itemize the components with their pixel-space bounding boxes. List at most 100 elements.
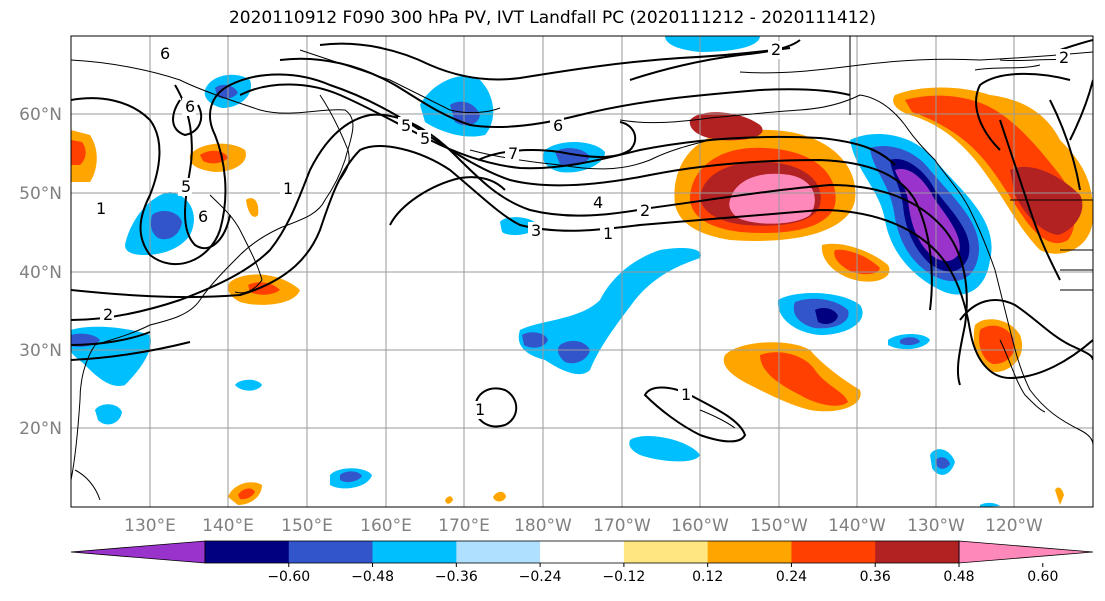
colorbar-extend-high (958, 540, 1094, 564)
lon-label: 180°W (514, 516, 572, 536)
boundary-us-states (1060, 249, 1093, 291)
colorbar-tick-label: −0.48 (351, 569, 394, 585)
coastline-baja (999, 339, 1046, 413)
negative-anomaly-coast-core (895, 169, 960, 262)
contour-label-bg (100, 306, 114, 324)
contour-label-4: 6 (198, 207, 208, 226)
positive-anomaly-west-edge-inner (71, 140, 86, 165)
colorbar-bin (540, 541, 625, 563)
pv-contour-15 (71, 341, 191, 361)
contour-label-bg (182, 98, 196, 116)
lon-label: 150°W (750, 516, 808, 536)
contour-label-9: 5 (420, 129, 430, 148)
pv-contours (71, 39, 1093, 443)
positive-anomaly-north (689, 112, 763, 141)
negative-anomaly-band-west (522, 332, 548, 348)
contour-label-bg (472, 401, 486, 419)
positive-anomaly-small-5 (246, 198, 259, 217)
contour-label-bg (178, 178, 192, 196)
contour-label-bg (600, 225, 614, 243)
pv-contour-7 (319, 42, 791, 81)
contour-label-bg (195, 208, 209, 226)
negative-anomaly-small-8 (980, 502, 1000, 507)
map-frame (70, 35, 1094, 508)
pv-contour-3 (71, 73, 933, 311)
negative-anomaly-band-inner (557, 340, 590, 364)
contour-label-3: 5 (181, 177, 191, 196)
coastline-philippines (74, 469, 101, 501)
negative-anomaly-small-5-inner (900, 337, 920, 346)
longitude-labels: 130°E 140°E 150°E 160°E 170°E 180°W 170°… (124, 516, 1043, 536)
contour-label-bg (637, 202, 651, 220)
coastline-alaska (619, 94, 936, 161)
pv-contour-21 (172, 99, 203, 137)
pv-contour-5 (239, 83, 896, 170)
negative-anomaly-subtropical-core (815, 308, 838, 324)
contour-label-bg (590, 194, 604, 212)
pv-contour-13 (1069, 79, 1093, 141)
positive-anomaly-central-max (729, 173, 815, 224)
contour-label-19: 1 (681, 385, 691, 404)
positive-anomaly-small-3 (445, 496, 453, 504)
positive-anomaly-socal-inner (979, 325, 1015, 365)
contour-label-15: 3 (531, 221, 541, 240)
contour-label-bg (280, 180, 294, 198)
positive-anomaly-small-2 (493, 491, 506, 502)
coastlines (71, 36, 1093, 501)
map-title: 2020110912 F090 300 hPa PV, IVT Landfall… (228, 8, 876, 28)
pv-contour-16 (389, 176, 506, 226)
colorbar-tick-label: 0.48 (943, 569, 974, 585)
contour-label-bg (417, 130, 431, 148)
colorbar-tick-label: 0.12 (692, 569, 723, 585)
positive-anomaly-kuroshio-inner (248, 282, 280, 295)
colorbar-bin (875, 541, 960, 563)
lat-label: 30°N (19, 341, 62, 361)
negative-anomaly-small-3-inner (340, 471, 362, 483)
lon-label: 120°W (985, 516, 1043, 536)
pv-contour-4 (174, 84, 231, 250)
contour-label-7: 2 (103, 305, 113, 324)
colorbar-tick-label: 0.36 (860, 569, 891, 585)
lat-label: 60°N (19, 105, 62, 125)
coastline-arctic (739, 51, 1093, 74)
contour-label-11: 7 (508, 144, 518, 163)
contour-labels: 6 6 5 6 1 1 2 5 5 6 7 4 2 1 (93, 40, 1070, 419)
lon-label: 140°E (202, 516, 254, 536)
contour-label-1: 6 (160, 44, 170, 63)
pv-contour-18 (643, 386, 747, 443)
negative-anomaly-small-6-inner (936, 457, 950, 469)
lon-label: 160°E (360, 516, 412, 536)
lat-label: 50°N (19, 184, 62, 204)
colorbar-bin (205, 541, 290, 563)
lon-label: 170°E (438, 516, 490, 536)
lat-label: 40°N (19, 263, 62, 283)
pv-contour-11 (1049, 99, 1081, 191)
map-content: 6 6 5 6 1 1 2 5 5 6 7 4 2 1 (71, 36, 1093, 507)
pv-contour-1 (71, 145, 1093, 380)
contour-label-6: 1 (283, 179, 293, 198)
coastline-asia (71, 59, 354, 481)
contour-label-bg (398, 117, 412, 135)
lon-label: 170°W (593, 516, 651, 536)
positive-anomaly-canada-core (1010, 166, 1083, 235)
lon-label: 130°W (907, 516, 965, 536)
coastline-north-america (934, 159, 1093, 446)
colorbar-tick-label: 0.60 (1027, 569, 1058, 585)
colorbar-bin (623, 541, 709, 563)
negative-anomaly-siberia-inner (215, 84, 238, 99)
contour-label-bg (157, 45, 171, 63)
contour-label-bg (550, 117, 564, 135)
pv-contour-20 (975, 72, 1071, 151)
colorbar-tick-label: −0.12 (602, 569, 645, 585)
colorbar-tick-label: −0.24 (519, 569, 562, 585)
contour-label-bg (678, 386, 692, 404)
coastline-hawaii (699, 409, 736, 429)
positive-anomaly-small-1-inner (238, 488, 255, 500)
coastline-kamchatka (319, 94, 350, 181)
contour-label-bg (528, 222, 542, 240)
negative-anomaly-small-4 (629, 435, 700, 462)
pv-contour-2 (71, 113, 968, 386)
colorbar: −0.60 −0.48 −0.36 −0.24 −0.12 0.12 0.24 0.36 0.4… (70, 540, 1094, 585)
negative-anomaly-arctic (665, 36, 760, 52)
lon-label: 140°W (828, 516, 886, 536)
